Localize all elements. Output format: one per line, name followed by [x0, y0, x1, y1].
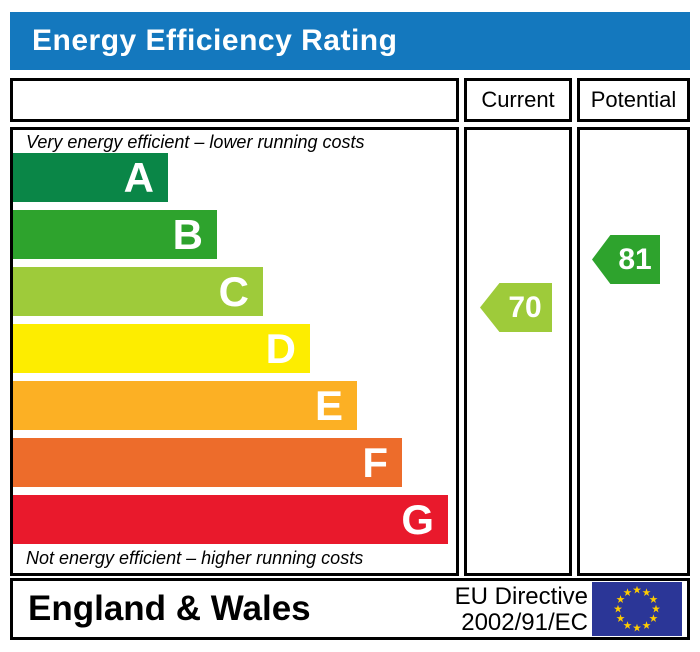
band-f: F	[13, 438, 402, 487]
potential-header-cell: Potential	[577, 78, 690, 122]
band-letter: A	[123, 154, 154, 201]
eu-flag	[592, 582, 682, 636]
current-rating-value: 70	[508, 290, 542, 324]
eu-flag-star	[623, 588, 632, 597]
eu-directive-line2: 2002/91/EC	[461, 609, 588, 636]
page-title: Energy Efficiency Rating	[10, 12, 690, 70]
eu-flag-star	[632, 623, 642, 632]
band-letter: F	[362, 439, 388, 486]
eu-flag-star	[642, 621, 651, 629]
eu-directive-line1: EU Directive	[454, 583, 588, 610]
band-a: A	[13, 153, 168, 202]
eu-flag-star	[651, 604, 661, 613]
band-g: G	[13, 495, 448, 544]
region-label: England & Wales	[28, 589, 311, 628]
top-note: Very energy efficient – lower running co…	[26, 132, 365, 152]
eu-flag-star	[613, 604, 623, 613]
band-c: C	[13, 267, 263, 316]
eu-flag-star	[632, 585, 642, 594]
current-value-cell	[464, 127, 572, 576]
band-b: B	[13, 210, 217, 259]
current-header-cell: Current	[464, 78, 572, 122]
band-letter: E	[314, 382, 343, 429]
band-letter: G	[401, 496, 434, 543]
footer: England & Wales EU Directive 2002/91/EC	[10, 578, 690, 640]
band-letter: B	[172, 211, 203, 258]
band-d: D	[13, 324, 310, 373]
eu-flag-star	[623, 621, 632, 629]
potential-column-header: Potential	[590, 87, 677, 112]
band-letter: D	[265, 325, 296, 372]
potential-value-cell	[577, 127, 690, 576]
eu-flag-star	[616, 595, 625, 603]
eu-directive-label: EU Directive 2002/91/EC	[455, 584, 588, 636]
band-e: E	[13, 381, 357, 430]
eu-flag-star	[649, 595, 658, 603]
rating-table: Current Potential Very energy efficient …	[10, 78, 690, 576]
band-letter: C	[218, 268, 249, 315]
eu-flag-star	[616, 614, 625, 622]
current-column-header: Current	[481, 87, 555, 112]
eu-flag-star	[649, 614, 658, 622]
eu-flag-star	[642, 588, 651, 597]
scale-header-cell	[10, 78, 459, 122]
potential-rating-value: 81	[618, 242, 652, 276]
bottom-note: Not energy efficient – higher running co…	[26, 548, 364, 568]
